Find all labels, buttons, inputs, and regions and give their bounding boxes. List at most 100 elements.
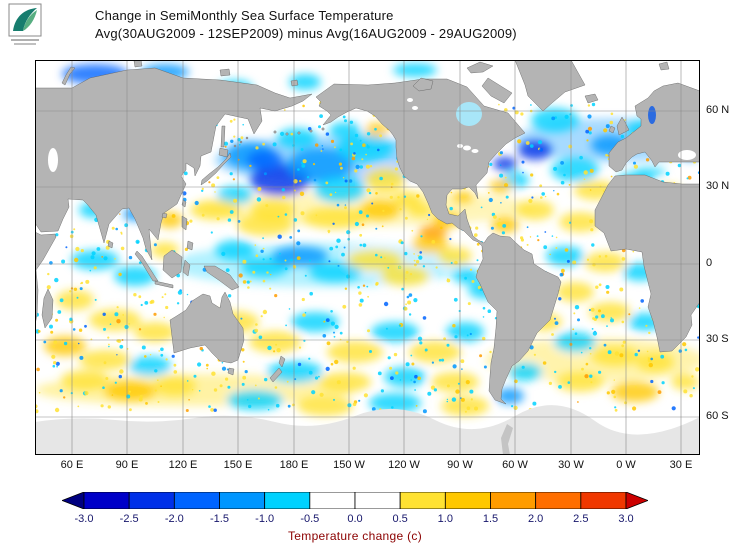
colorbar-segment bbox=[535, 492, 582, 509]
lon-tick-label: 150 W bbox=[333, 459, 365, 471]
anomaly-patch bbox=[247, 150, 283, 170]
colorbar-segment bbox=[580, 492, 627, 509]
anomaly-patch bbox=[516, 200, 554, 220]
lon-tick-label: 0 W bbox=[616, 459, 636, 471]
colorbar-tick-label: 1.5 bbox=[482, 513, 499, 525]
anomaly-patch bbox=[671, 374, 699, 390]
anomaly-patch bbox=[129, 356, 171, 376]
anomaly-patch bbox=[589, 302, 631, 322]
anomaly-patch bbox=[289, 74, 321, 90]
anomaly-patch bbox=[559, 212, 601, 232]
anomaly-patch bbox=[531, 108, 579, 132]
agency-logo-graphic bbox=[8, 3, 42, 45]
colorbar-tick-label: -1.5 bbox=[210, 513, 229, 525]
colorbar-tick-label: 2.0 bbox=[528, 513, 544, 525]
anomaly-patch bbox=[412, 235, 448, 253]
lon-tick-label: 180 E bbox=[279, 459, 309, 471]
anomaly-patch bbox=[546, 246, 584, 266]
colorbar-segment bbox=[354, 492, 401, 509]
anomaly-patch bbox=[61, 370, 109, 390]
anomaly-patch bbox=[337, 134, 393, 162]
anomaly-patch bbox=[554, 332, 596, 352]
chart-title-line2: Avg(30AUG2009 - 12SEP2009) minus Avg(16A… bbox=[95, 26, 517, 41]
anomaly-patch bbox=[381, 266, 429, 286]
colorbar-tick-label: 1.0 bbox=[437, 513, 453, 525]
colorbar bbox=[62, 492, 648, 509]
anomaly-patch bbox=[267, 361, 323, 383]
colorbar-tick-label: 0.0 bbox=[347, 513, 363, 525]
anomaly-patch bbox=[591, 346, 639, 366]
map-frame bbox=[35, 60, 700, 455]
colorbar-segment bbox=[128, 492, 175, 509]
colorbar-tick-label: -1.0 bbox=[255, 513, 275, 525]
lat-tick-label: 0 bbox=[706, 257, 713, 269]
anomaly-patch bbox=[441, 396, 489, 416]
lat-tick-label: 60 N bbox=[706, 104, 730, 116]
lon-tick-label: 90 W bbox=[447, 459, 473, 471]
world-map-svg bbox=[35, 60, 700, 455]
lat-tick-label: 30 N bbox=[706, 180, 730, 192]
anomaly-patch bbox=[453, 191, 473, 203]
anomaly-patch bbox=[518, 140, 552, 160]
anomaly-patch bbox=[508, 363, 542, 381]
anomaly-patch bbox=[431, 372, 479, 392]
anomaly-patch bbox=[365, 168, 405, 192]
anomaly-patch bbox=[490, 179, 512, 193]
colorbar-segment bbox=[83, 492, 130, 509]
anomaly-patch bbox=[556, 282, 594, 302]
anomaly-patch bbox=[297, 396, 353, 416]
anomaly-patch bbox=[371, 322, 419, 342]
lat-tick-label: 60 S bbox=[706, 410, 729, 422]
anomaly-patch bbox=[329, 122, 361, 138]
lon-tick-label: 30 W bbox=[558, 459, 584, 471]
anomaly-patch bbox=[44, 336, 86, 356]
chart-titles: Change in SemiMonthly Sea Surface Temper… bbox=[95, 7, 517, 43]
lon-tick-label: 30 E bbox=[669, 459, 693, 471]
anomaly-patch bbox=[360, 200, 400, 220]
anomaly-patch bbox=[493, 157, 517, 171]
anomaly-patch bbox=[611, 382, 659, 402]
colorbar-segment bbox=[264, 492, 311, 509]
lon-tick-label: 90 E bbox=[115, 459, 139, 471]
lon-tick-label: 150 E bbox=[223, 459, 253, 471]
anomaly-patch bbox=[319, 372, 371, 392]
grid-layer bbox=[35, 60, 700, 455]
anomaly-patch bbox=[584, 252, 626, 272]
antarctic-ice-layer bbox=[35, 405, 700, 455]
anomaly-patch bbox=[409, 341, 461, 363]
anomaly-patch bbox=[369, 393, 421, 413]
anomaly-patch bbox=[215, 240, 255, 260]
anomaly-patch bbox=[634, 168, 666, 176]
anomaly-patch bbox=[393, 63, 437, 77]
colorbar-segment bbox=[62, 492, 85, 509]
colorbar-tick-label: -2.5 bbox=[119, 513, 139, 525]
colorbar-segment bbox=[173, 492, 220, 509]
anomaly-patch bbox=[419, 225, 447, 239]
anomaly-patch bbox=[56, 290, 94, 310]
anomaly-patch bbox=[249, 331, 301, 353]
anomaly-patch bbox=[272, 246, 328, 266]
anomaly-patch bbox=[71, 250, 119, 270]
colorbar-tick-label: 3.0 bbox=[618, 513, 634, 525]
lon-tick-label: 120 E bbox=[168, 459, 198, 471]
anomaly-patch bbox=[89, 309, 141, 331]
anomaly-patch bbox=[287, 148, 353, 182]
anomaly-patch bbox=[79, 350, 131, 370]
colorbar-segment bbox=[490, 492, 537, 509]
colorbar-segment bbox=[625, 492, 648, 509]
land-layer bbox=[35, 60, 700, 405]
colorbar-segment bbox=[444, 492, 491, 509]
anomaly-patch bbox=[237, 214, 293, 236]
agency-logo bbox=[8, 3, 44, 54]
colorbar-tick-label: -0.5 bbox=[300, 513, 320, 525]
colorbar-segment bbox=[219, 492, 266, 509]
anomaly-patch bbox=[365, 123, 389, 137]
colorbar-tick-label: -3.0 bbox=[74, 513, 94, 525]
anomaly-patch bbox=[227, 390, 283, 410]
anomaly-patch bbox=[114, 266, 156, 286]
chart-title-line1: Change in SemiMonthly Sea Surface Temper… bbox=[95, 8, 394, 23]
anomaly-patch bbox=[636, 352, 674, 372]
anomaly-patch bbox=[303, 207, 367, 229]
anomaly-patch bbox=[291, 312, 339, 332]
